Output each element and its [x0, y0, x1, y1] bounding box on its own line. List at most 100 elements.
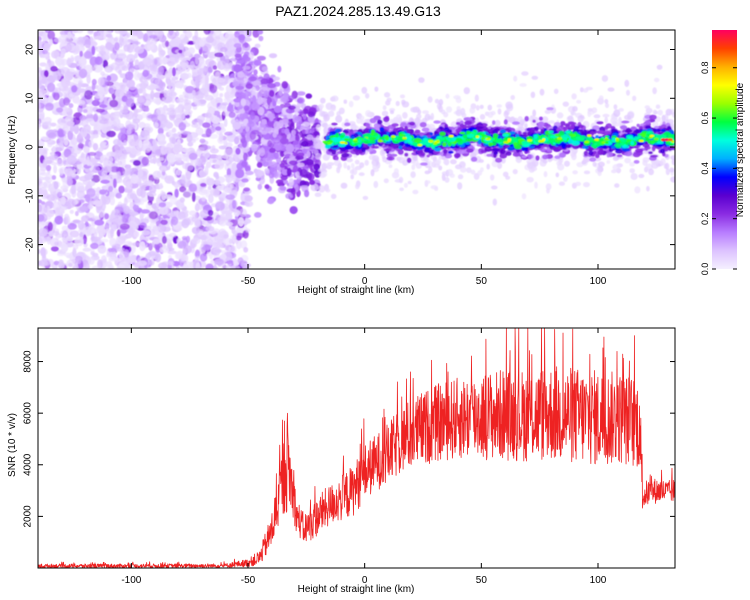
heatmap-cell [218, 145, 227, 150]
heatmap-cell [296, 152, 305, 158]
heatmap-cell [171, 127, 177, 133]
heatmap-cell [79, 205, 89, 212]
heatmap-cell [512, 169, 518, 175]
heatmap-cell [150, 90, 155, 100]
heatmap-cell [92, 252, 99, 257]
heatmap-cell [257, 183, 263, 190]
heatmap-cell [604, 116, 608, 124]
heatmap-cell [237, 217, 245, 227]
heatmap-cell [350, 174, 355, 180]
heatmap-cell [383, 178, 389, 184]
heatmap-cell [351, 167, 358, 176]
heatmap-cell [45, 102, 54, 111]
heatmap-cell [161, 191, 167, 201]
heatmap-cell [51, 175, 57, 180]
heatmap-cell [199, 138, 206, 144]
heatmap-cell [457, 174, 464, 180]
heatmap-cell [178, 100, 184, 109]
heatmap-cell [130, 43, 137, 48]
heatmap-cell [263, 90, 269, 98]
heatmap-cell [71, 85, 78, 93]
heatmap-cell [374, 86, 379, 92]
heatmap-cell [527, 163, 533, 169]
heatmap-cell [61, 176, 68, 183]
heatmap-cell [129, 201, 134, 210]
heatmap-cell [186, 133, 193, 143]
heatmap-cell [412, 189, 419, 195]
heatmap-cell [57, 191, 62, 198]
heatmap-cell [553, 88, 559, 95]
heatmap-cell [178, 122, 187, 131]
heatmap-cell [74, 55, 79, 60]
heatmap-cell [84, 90, 93, 100]
heatmap-cell [51, 161, 57, 166]
heatmap-cell [267, 83, 276, 89]
heatmap-cell [384, 92, 391, 98]
heatmap-cell [179, 186, 187, 193]
heatmap-cell [440, 109, 446, 115]
heatmap-cell [389, 118, 394, 124]
heatmap-cell [260, 78, 270, 85]
heatmap-cell [470, 156, 478, 162]
heatmap-cell [47, 142, 53, 148]
heatmap-cell [157, 66, 165, 76]
heatmap-cell [63, 136, 69, 146]
heatmap-cell [125, 63, 130, 69]
heatmap-cell [39, 62, 47, 67]
heatmap-cell [441, 171, 448, 176]
heatmap-cell [323, 114, 330, 122]
heatmap-cell [215, 201, 225, 211]
heatmap-cell [55, 143, 64, 152]
heatmap-cell [233, 64, 243, 73]
heatmap-cell [169, 38, 180, 47]
heatmap-cell [157, 127, 164, 135]
heatmap-cell [519, 119, 525, 125]
heatmap-cell [190, 64, 198, 71]
heatmap-cell [401, 101, 410, 108]
heatmap-cell [236, 235, 242, 241]
heatmap-cell [490, 174, 495, 181]
heatmap-cell [152, 238, 161, 245]
heatmap-cell [151, 114, 158, 123]
heatmap-cell [582, 88, 589, 93]
heatmap-cell [470, 169, 476, 175]
heatmap-cell [110, 228, 114, 238]
heatmap-cell [281, 118, 289, 125]
heatmap-cell [141, 230, 151, 236]
heatmap-cell [306, 134, 314, 141]
heatmap-cell [275, 179, 284, 185]
heatmap-cell [510, 95, 515, 100]
heatmap-cell [127, 56, 134, 62]
heatmap-cell [224, 131, 234, 136]
heatmap-cell [76, 256, 82, 265]
heatmap-cell [314, 192, 322, 197]
heatmap-cell [91, 174, 101, 183]
heatmap-cell [118, 235, 129, 241]
heatmap-cell [286, 188, 296, 193]
heatmap-cell [302, 108, 309, 115]
heatmap-cell [570, 150, 576, 158]
heatmap-cell [213, 30, 222, 38]
heatmap-cell [77, 88, 86, 93]
heatmap-cell [297, 97, 305, 104]
heatmap-cell [158, 202, 167, 208]
heatmap-cell [104, 66, 111, 72]
heatmap-cell [177, 211, 186, 220]
heatmap-cell [132, 160, 141, 166]
heatmap-cell [109, 99, 119, 108]
heatmap-cell [196, 157, 202, 165]
heatmap-cell [273, 152, 279, 159]
heatmap-cell [199, 39, 205, 48]
heatmap-cell [288, 105, 296, 110]
heatmap-cell [112, 218, 122, 226]
heatmap-cell [331, 122, 338, 126]
heatmap-cell [41, 32, 47, 42]
heatmap-cell [261, 66, 268, 72]
heatmap-cell [131, 242, 142, 247]
heatmap-cell [134, 59, 140, 69]
heatmap-cell [38, 228, 48, 237]
heatmap-cell [453, 95, 461, 100]
heatmap-cell [228, 46, 232, 57]
heatmap-cell [171, 216, 179, 226]
heatmap-cell [404, 152, 409, 157]
